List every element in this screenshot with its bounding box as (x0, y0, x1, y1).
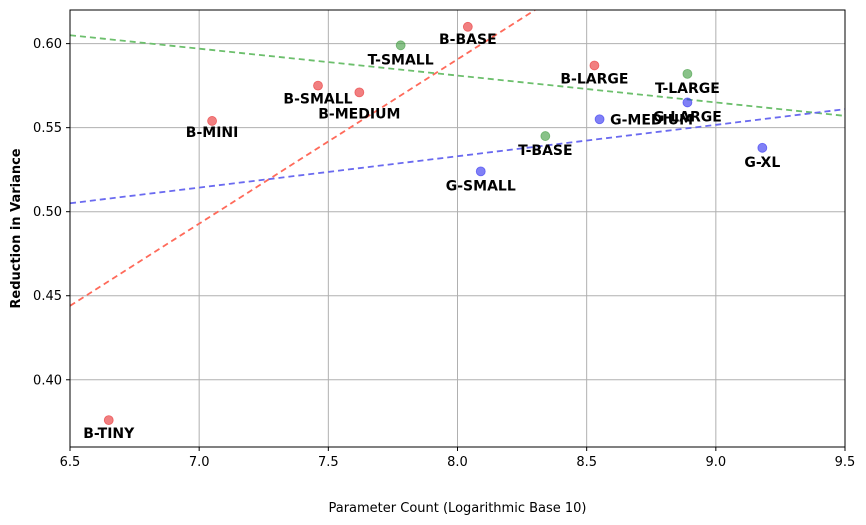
annotation-b-base: B-BASE (439, 32, 497, 48)
x-tick-label: 8.5 (576, 455, 597, 470)
y-tick-label: 0.40 (33, 373, 62, 388)
annotation-b-small: B-SMALL (283, 92, 352, 108)
axes: 6.5 7.0 7.5 8.0 8.5 9.0 9.5 0.40 0.45 0.50 0.55 0.6… (33, 9, 856, 470)
y-tick-label: 0.55 (33, 121, 62, 136)
point-t-small (395, 40, 406, 51)
annotation-b-large: B-LARGE (560, 71, 628, 87)
annotation-t-small: T-SMALL (368, 52, 434, 68)
point-b-mini (207, 116, 217, 126)
point-b-medium (354, 87, 365, 98)
point-g-large (682, 97, 693, 108)
x-tick-label: 7.5 (318, 455, 339, 470)
red-trend-line (70, 10, 536, 307)
point-g-small (475, 166, 486, 177)
point-b-tiny (103, 415, 114, 426)
trend-lines (70, 10, 845, 307)
point-b-small (313, 80, 323, 91)
annotation-b-mini: B-MINI (186, 125, 239, 141)
point-t-base (540, 131, 551, 141)
point-g-xl (757, 142, 768, 153)
x-tick-label: 9.0 (705, 455, 726, 470)
blue-trend-line (70, 108, 845, 205)
y-tick-label: 0.50 (33, 205, 62, 220)
annotation-b-medium: B-MEDIUM (318, 106, 400, 122)
point-t-large (682, 68, 693, 79)
data-points (103, 21, 768, 426)
x-tick-label: 9.5 (835, 455, 856, 470)
grid (69, 10, 846, 447)
x-tick-label: 8.0 (447, 455, 468, 470)
annotation-t-base: T-BASE (518, 143, 572, 159)
point-b-large (589, 60, 600, 71)
annotation-b-tiny: B-TINY (83, 426, 135, 442)
x-tick-label: 7.0 (189, 455, 210, 470)
annotation-t-large: T-LARGE (655, 81, 720, 97)
y-axis-label: Reduction in Variance (9, 148, 24, 308)
annotation-g-large: G-LARGE (653, 109, 722, 125)
annotation-g-medium: G-MEDIUM (610, 112, 693, 128)
point-g-medium (594, 114, 605, 125)
x-tick-label: 6.5 (60, 455, 81, 470)
annotation-g-xl: G-XL (744, 155, 780, 171)
y-tick-label: 0.60 (33, 37, 62, 52)
y-tick-label: 0.45 (33, 289, 62, 304)
annotation-g-small: G-SMALL (446, 178, 516, 194)
point-b-base (462, 21, 473, 32)
x-axis-label: Parameter Count (Logarithmic Base 10) (328, 501, 586, 516)
